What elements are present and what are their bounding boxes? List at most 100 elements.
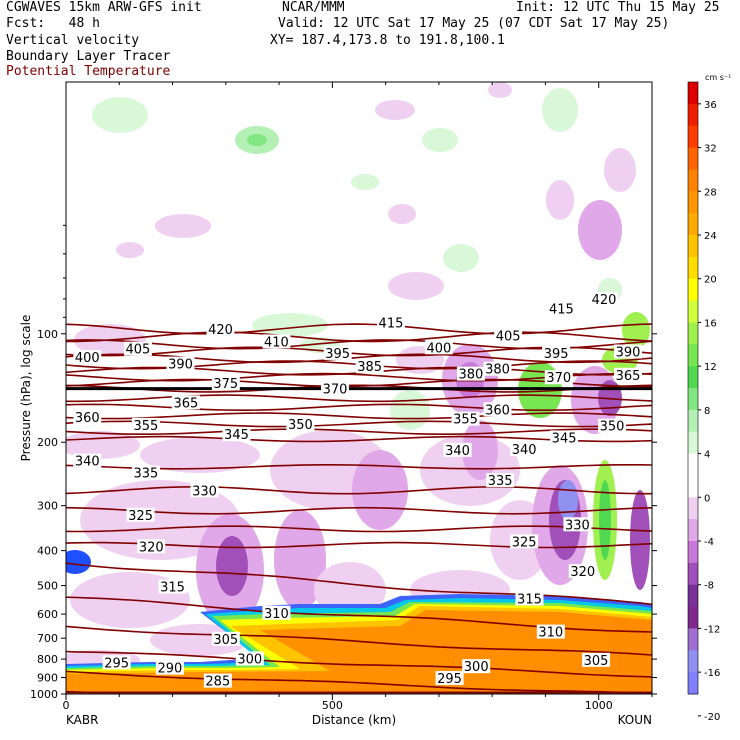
theta-label: 350 [600,420,625,435]
theta-label-bg [102,655,131,670]
theta-label-bg [171,395,200,410]
theta-contour-375 [66,384,652,393]
theta-label-bg [582,652,611,667]
colorbar-swatch [688,103,698,127]
y-axis: 100 200 300 400 500 600 700 800 900 1000 [30,224,657,701]
theta-label-bg [211,376,240,391]
colorbar-swatch [688,562,698,586]
colorbar-swatch [688,388,698,411]
theta-contour-305 [66,625,652,656]
theta-label: 420 [592,293,617,308]
theta-label-bg [510,534,539,549]
field-potential-temperature: Potential Temperature [6,64,171,79]
y-tick-label: 400 [37,545,58,558]
theta-label: 390 [616,346,641,361]
theta-contour-370 [66,394,652,403]
colorbar-label: 0 [704,493,710,504]
theta-label-bg [323,345,352,360]
theta-label-bg [137,539,166,554]
theta-contour-330 [66,506,652,515]
colorbar-swatch [688,541,698,564]
colorbar-swatch [688,300,698,323]
colorbar-swatch [688,431,698,455]
theta-label-bg [544,370,573,385]
theta-label: 405 [126,343,151,358]
colorbar-swatch [688,606,698,629]
colorbar-swatch [688,82,698,105]
theta-label-bg [542,345,571,360]
theta-label: 380 [485,363,510,378]
theta-label: 300 [237,653,262,668]
y-tick-label: 500 [37,580,58,593]
theta-contour-300 [66,650,652,678]
x-axis-label: Distance (km) [312,713,396,727]
y-tick-label: 700 [37,632,58,645]
center-label: NCAR/MMM [282,0,345,15]
theta-label-bg [286,416,315,431]
colorbar-swatch [688,125,698,149]
theta-label-bg [456,366,485,381]
colorbar-swatch [688,409,698,433]
colorbar-label: 36 [704,100,717,111]
theta-label-bg [262,334,291,349]
theta-label: 370 [546,371,571,386]
theta-label: 295 [437,672,462,687]
theta-label: 285 [205,675,230,690]
y-tick-label: 600 [37,608,58,621]
theta-label-bg [510,442,539,457]
theta-label: 405 [496,329,521,344]
colorbar-swatch [688,519,698,542]
theta-label-bg [483,361,512,376]
colorbar-label: -20 [704,712,720,723]
theta-label-bg [131,417,160,432]
field-vertical-velocity: Vertical velocity [6,33,140,48]
theta-label-bg [550,430,579,445]
colorbar-swatch [688,475,698,498]
theta-label: 420 [208,323,233,338]
colorbar-swatch [688,191,698,214]
colorbar-label: -8 [704,581,714,592]
theta-label-bg [203,673,232,688]
theta-label: 305 [584,654,609,669]
theta-label: 345 [224,428,249,443]
theta-contour-325 [66,525,652,533]
theta-label-bg [155,660,184,675]
theta-label: 415 [549,302,574,317]
theta-label: 365 [616,369,641,384]
colorbar-swatch [688,256,698,280]
xy-coordinates: XY= 187.4,173.8 to 191.8,100.1 [270,33,505,48]
colorbar-swatch [688,169,698,192]
x-axis: 0 500 1000 [63,82,653,712]
theta-label: 355 [133,419,158,434]
theta-label-bg [158,579,187,594]
theta-contour-365 [66,403,652,411]
theta-label-bg [443,442,472,457]
theta-contour-355 [66,420,652,428]
theta-label: 295 [104,656,129,671]
forecast-hour: Fcst: 48 h [6,16,100,31]
y-tick-label: 300 [37,500,58,513]
theta-label: 320 [139,540,164,555]
colorbar-swatch [688,344,698,367]
right-endpoint-label: KOUN [618,713,652,727]
colorbar-label: 4 [704,450,710,461]
theta-label: 310 [538,626,563,641]
theta-label-bg [206,322,235,337]
colorbar-label: 8 [704,406,710,417]
init-time: Init: 12 UTC Thu 15 May 25 [516,0,720,15]
theta-label: 410 [264,335,289,350]
theta-label: 335 [488,474,513,489]
theta-label: 350 [288,418,313,433]
theta-label-bg [547,301,576,316]
theta-label-bg [424,340,453,355]
plot-frame [65,81,653,695]
y-tick-label: 200 [37,436,58,449]
theta-label: 360 [75,411,100,426]
theta-label-bg [126,507,155,522]
y-tick-label: 800 [37,653,58,666]
theta-label: 395 [325,347,350,362]
theta-label: 315 [160,580,185,595]
theta-contour-400 [66,353,652,364]
colorbar-swatch [688,628,698,651]
